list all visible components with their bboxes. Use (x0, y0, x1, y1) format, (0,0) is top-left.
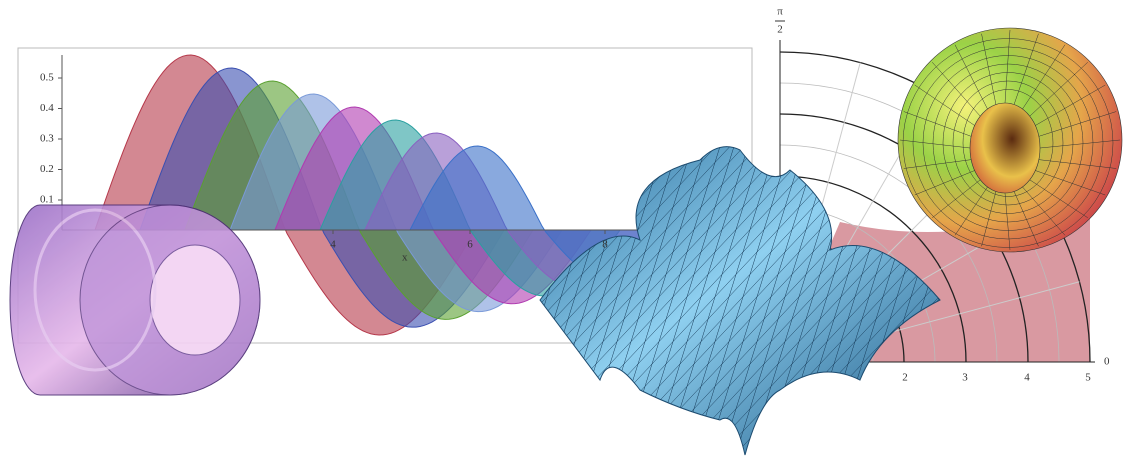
torus-mesh (1035, 84, 1106, 126)
y-tick-label: 0.4 (40, 102, 54, 114)
surface-mesh (540, 146, 723, 455)
torus-mesh (942, 72, 1074, 214)
torus-mesh (1022, 186, 1066, 236)
y-tick-label: 0.5 (40, 72, 54, 84)
surface-mesh (691, 146, 793, 455)
torus-mesh (1029, 179, 1088, 218)
torus-mesh (912, 46, 1104, 240)
surface-mesh (540, 146, 737, 455)
torus-mesh (1013, 33, 1039, 105)
x-tick-label: 4 (330, 239, 336, 251)
torus-mesh (902, 38, 1114, 248)
torus-mesh (1004, 29, 1011, 104)
surface-mesh (540, 146, 751, 455)
torus-mesh (899, 139, 971, 149)
torus-mesh (1035, 170, 1106, 196)
torus-mesh (1004, 192, 1011, 251)
torus-mesh (914, 170, 975, 196)
torus-mesh (1022, 44, 1066, 110)
radius-tick-label: 5 (1085, 372, 1091, 384)
torus-mesh (954, 186, 988, 236)
torus-mesh (952, 80, 1064, 206)
angle-numerator: π (777, 6, 783, 18)
surface-mesh (540, 146, 695, 455)
surface-mesh (540, 146, 779, 455)
surface-mesh (677, 146, 779, 455)
radius-tick-label: 3 (962, 372, 968, 384)
torus-hole (969, 102, 1041, 194)
torus-mesh (1038, 111, 1117, 137)
torus-mesh (1029, 62, 1088, 117)
y-tick-label: 0.3 (40, 133, 54, 145)
x-tick-label: 8 (602, 239, 608, 251)
angle-label: 0 (1104, 356, 1110, 368)
torus-mesh (1039, 139, 1121, 149)
torus-mesh (922, 55, 1094, 231)
torus-mesh (1013, 191, 1039, 247)
cylinder (9, 204, 261, 396)
torus-mesh (903, 159, 972, 169)
torus-mesh (932, 179, 981, 218)
y-tick-label: 0.1 (40, 194, 54, 206)
surface-mesh (540, 146, 765, 455)
x-label: x (402, 252, 408, 264)
torus-mesh (914, 84, 975, 126)
torus-mesh (981, 33, 997, 105)
torus-mesh (932, 63, 1084, 223)
torus-mesh (1038, 159, 1117, 169)
torus-mesh (954, 44, 988, 110)
x-tick-label: 6 (467, 239, 473, 251)
surface-mesh (719, 146, 821, 455)
torus-mesh (932, 62, 981, 117)
surface-mesh (540, 146, 709, 455)
y-tick-label: 0.2 (40, 163, 54, 175)
torus-mesh (903, 111, 972, 137)
surface-mesh (705, 146, 807, 455)
torus-mesh (981, 191, 997, 247)
radius-tick-label: 4 (1024, 372, 1030, 384)
radius-tick-label: 2 (902, 372, 908, 384)
surface-mesh (701, 146, 940, 455)
torus-mesh (962, 89, 1054, 197)
angle-denominator: 2 (777, 24, 783, 36)
surface-mesh (663, 146, 765, 455)
